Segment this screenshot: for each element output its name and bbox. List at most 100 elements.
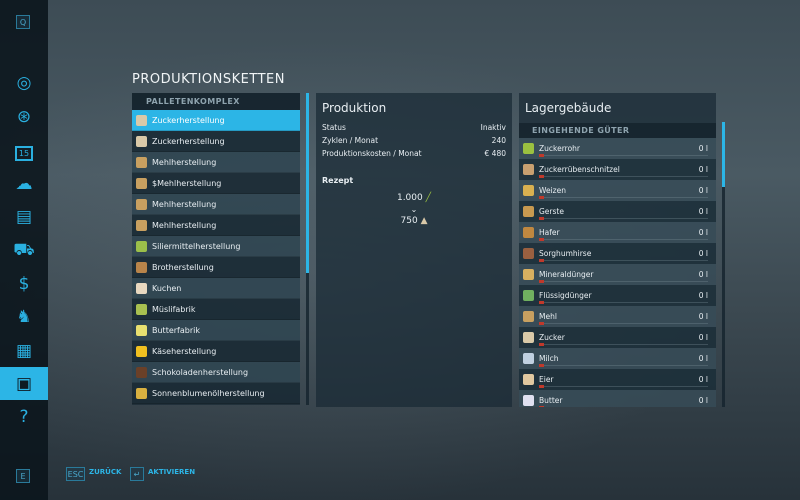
storage-item-label: Flüssigdünger xyxy=(539,291,592,300)
list-scrollbar[interactable] xyxy=(306,93,309,405)
production-panel: Produktion Status Inaktiv Zyklen / Monat 24… xyxy=(316,93,512,407)
list-item[interactable]: Käseherstellung xyxy=(132,341,300,362)
sidebar-item-globe[interactable]: ◎ xyxy=(0,66,48,99)
list-item-label: Sonnenblumenölherstellung xyxy=(152,388,265,398)
storage-item: Mehl 0 l xyxy=(519,306,716,327)
list-item-label: Brotherstellung xyxy=(152,262,214,272)
sidebar-item-steering-wheel[interactable]: ⊛ xyxy=(0,100,48,133)
incoming-goods-header: EINGEHENDE GÜTER xyxy=(519,123,716,138)
list-item-label: Mehlherstellung xyxy=(152,157,217,167)
storage-title: Lagergebäude xyxy=(525,101,612,115)
storage-item-value: 0 l xyxy=(698,144,708,153)
list-item[interactable]: Butterfabrik xyxy=(132,320,300,341)
fill-level-bar xyxy=(539,280,708,283)
fill-level-bar xyxy=(539,217,708,220)
list-item[interactable]: Sonnenblumenölherstellung xyxy=(132,383,300,404)
globe-icon: ◎ xyxy=(16,72,32,93)
sidebar-item-help[interactable]: ? xyxy=(0,400,48,433)
storage-item: Gerste 0 l xyxy=(519,201,716,222)
sidebar-item-contracts[interactable]: ▦ xyxy=(0,334,48,367)
storage-item-value: 0 l xyxy=(698,228,708,237)
storage-scrollbar[interactable] xyxy=(722,122,725,407)
fill-type-icon xyxy=(523,311,534,322)
sidebar-item-weather[interactable]: ☁ xyxy=(0,167,48,200)
info-value: 240 xyxy=(491,136,506,145)
product-icon xyxy=(136,366,147,378)
fill-type-icon xyxy=(523,206,534,217)
list-item[interactable]: Müslifabrik xyxy=(132,299,300,320)
product-icon xyxy=(136,240,147,252)
production-info-row: Produktionskosten / Monat € 480 xyxy=(316,149,512,162)
back-button[interactable]: ZURÜCK xyxy=(89,468,122,476)
sidebar-item-statistics[interactable]: ▤ xyxy=(0,200,48,233)
storage-item-label: Zuckerrübenschnitzel xyxy=(539,165,620,174)
list-item-label: Kuchen xyxy=(152,283,182,293)
list-item[interactable]: Zuckerherstellung xyxy=(132,110,300,131)
sidebar-item-cow[interactable]: ♞ xyxy=(0,300,48,333)
storage-item: Eier 0 l xyxy=(519,369,716,390)
list-item[interactable]: $Mehlherstellung xyxy=(132,173,300,194)
list-item[interactable]: Mehlherstellung xyxy=(132,194,300,215)
storage-scrollbar-thumb[interactable] xyxy=(722,122,725,187)
recipe-output: 750 ▲ xyxy=(316,216,512,226)
sidebar-item-calendar[interactable]: 15 xyxy=(0,134,48,167)
key-hint-e[interactable]: E xyxy=(16,469,30,483)
storage-item-label: Zucker xyxy=(539,333,565,342)
list-item[interactable]: Mehlherstellung xyxy=(132,152,300,173)
info-label: Produktionskosten / Monat xyxy=(322,149,422,158)
fill-type-icon xyxy=(523,164,534,175)
storage-item-value: 0 l xyxy=(698,375,708,384)
sidebar: Q ◎ ⊛ 15 ☁ ▤ ⛟ $ ♞ ▦ ▣? E xyxy=(0,0,48,500)
page-title: PRODUKTIONSKETTEN xyxy=(132,72,285,87)
storage-item: Sorghumhirse 0 l xyxy=(519,243,716,264)
fill-level-bar xyxy=(539,154,708,157)
product-icon xyxy=(136,219,147,231)
steering-wheel-icon: ⊛ xyxy=(16,106,32,127)
product-icon xyxy=(136,282,147,294)
production-chain-list: PALLETENKOMPLEX Zuckerherstellung Zuckerh… xyxy=(132,93,300,405)
sidebar-item-tractor[interactable]: ⛟ xyxy=(0,234,48,267)
list-item[interactable]: Mehlherstellung xyxy=(132,215,300,236)
output-amount: 750 xyxy=(400,216,418,226)
sugar-icon: ▲ xyxy=(420,216,428,226)
activate-button[interactable]: AKTIVIEREN xyxy=(148,468,196,476)
esc-key-icon: ESC xyxy=(66,467,85,481)
list-item-label: Mehlherstellung xyxy=(152,220,217,230)
list-item-label: Müslifabrik xyxy=(152,304,196,314)
storage-item-label: Eier xyxy=(539,375,554,384)
storage-item-value: 0 l xyxy=(698,270,708,279)
fill-type-icon xyxy=(523,395,534,406)
fill-type-icon xyxy=(523,227,534,238)
storage-item: Weizen 0 l xyxy=(519,180,716,201)
production-chains-icon: ▣ xyxy=(15,373,33,394)
fill-level-bar xyxy=(539,343,708,346)
list-item[interactable]: Schokoladenherstellung xyxy=(132,362,300,383)
enter-key-icon: ↵ xyxy=(130,467,144,481)
fill-type-icon xyxy=(523,353,534,364)
list-item[interactable]: Zuckerherstellung xyxy=(132,131,300,152)
fill-level-bar xyxy=(539,301,708,304)
sidebar-item-dollar[interactable]: $ xyxy=(0,267,48,300)
product-icon xyxy=(136,303,147,315)
storage-item-value: 0 l xyxy=(698,396,708,405)
list-item[interactable]: Brotherstellung xyxy=(132,257,300,278)
storage-item-value: 0 l xyxy=(698,312,708,321)
recipe-input: 1.000 ╱ xyxy=(316,193,512,203)
list-item[interactable]: Kuchen xyxy=(132,278,300,299)
info-value: € 480 xyxy=(484,149,506,158)
storage-item-value: 0 l xyxy=(698,207,708,216)
weather-icon: ☁ xyxy=(15,173,33,194)
fill-level-bar xyxy=(539,259,708,262)
product-icon xyxy=(136,198,147,210)
sidebar-item-production-chains[interactable]: ▣ xyxy=(0,367,48,400)
key-hint-q[interactable]: Q xyxy=(16,15,30,29)
list-scrollbar-thumb[interactable] xyxy=(306,93,309,273)
sugarcane-icon: ╱ xyxy=(425,193,432,203)
list-item-label: Zuckerherstellung xyxy=(152,115,225,125)
list-item-label: Käseherstellung xyxy=(152,346,217,356)
storage-item-value: 0 l xyxy=(698,333,708,342)
list-item[interactable]: Siliermittelherstellung xyxy=(132,236,300,257)
fill-type-icon xyxy=(523,332,534,343)
list-item-label: Zuckerherstellung xyxy=(152,136,225,146)
list-item-label: Mehlherstellung xyxy=(152,199,217,209)
